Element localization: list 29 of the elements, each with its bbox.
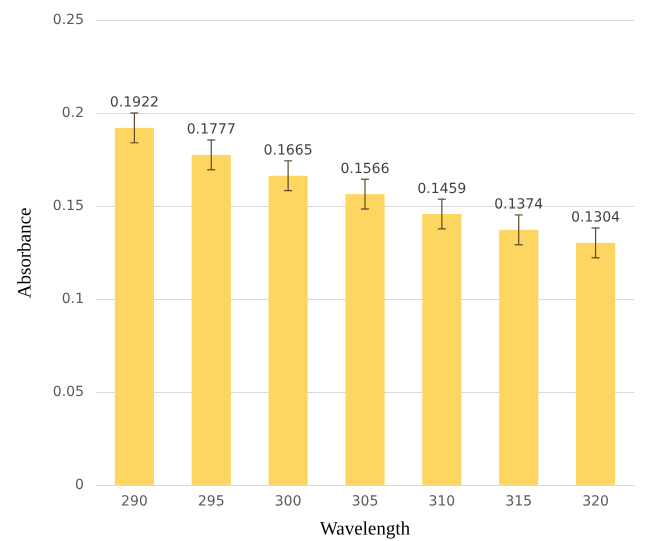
y-tick-label: 0.05	[52, 384, 84, 400]
y-tick-label: 0.1	[62, 291, 84, 308]
bar	[192, 154, 231, 485]
data-label: 0.1566	[340, 160, 390, 177]
bar	[114, 128, 154, 485]
bar	[345, 194, 385, 485]
x-tick-label: 315	[505, 493, 532, 510]
data-label: 0.1665	[264, 142, 313, 158]
bar	[499, 230, 538, 485]
data-label: 0.1304	[571, 210, 620, 226]
y-tick-label: 0.2	[62, 105, 84, 122]
bar	[268, 176, 308, 485]
data-label: 0.1374	[494, 196, 544, 213]
y-axis-title: Absorbance	[14, 208, 36, 298]
bar	[422, 214, 462, 485]
y-tick-label: 0.25	[52, 12, 84, 28]
y-tick-label: 0.15	[52, 198, 84, 214]
x-tick-label: 295	[198, 493, 225, 510]
data-label: 0.1922	[110, 94, 159, 111]
x-tick-label: 290	[121, 493, 148, 510]
y-tick-label: 0	[75, 477, 84, 494]
x-tick-label: 305	[352, 493, 378, 510]
data-label: 0.1459	[417, 180, 466, 197]
x-tick-label: 310	[428, 493, 456, 510]
x-axis-title: Wavelength	[320, 518, 411, 540]
data-label: 0.1777	[186, 122, 236, 138]
x-tick-label: 300	[274, 493, 302, 510]
x-tick-label: 320	[582, 493, 609, 510]
bar	[576, 242, 616, 485]
